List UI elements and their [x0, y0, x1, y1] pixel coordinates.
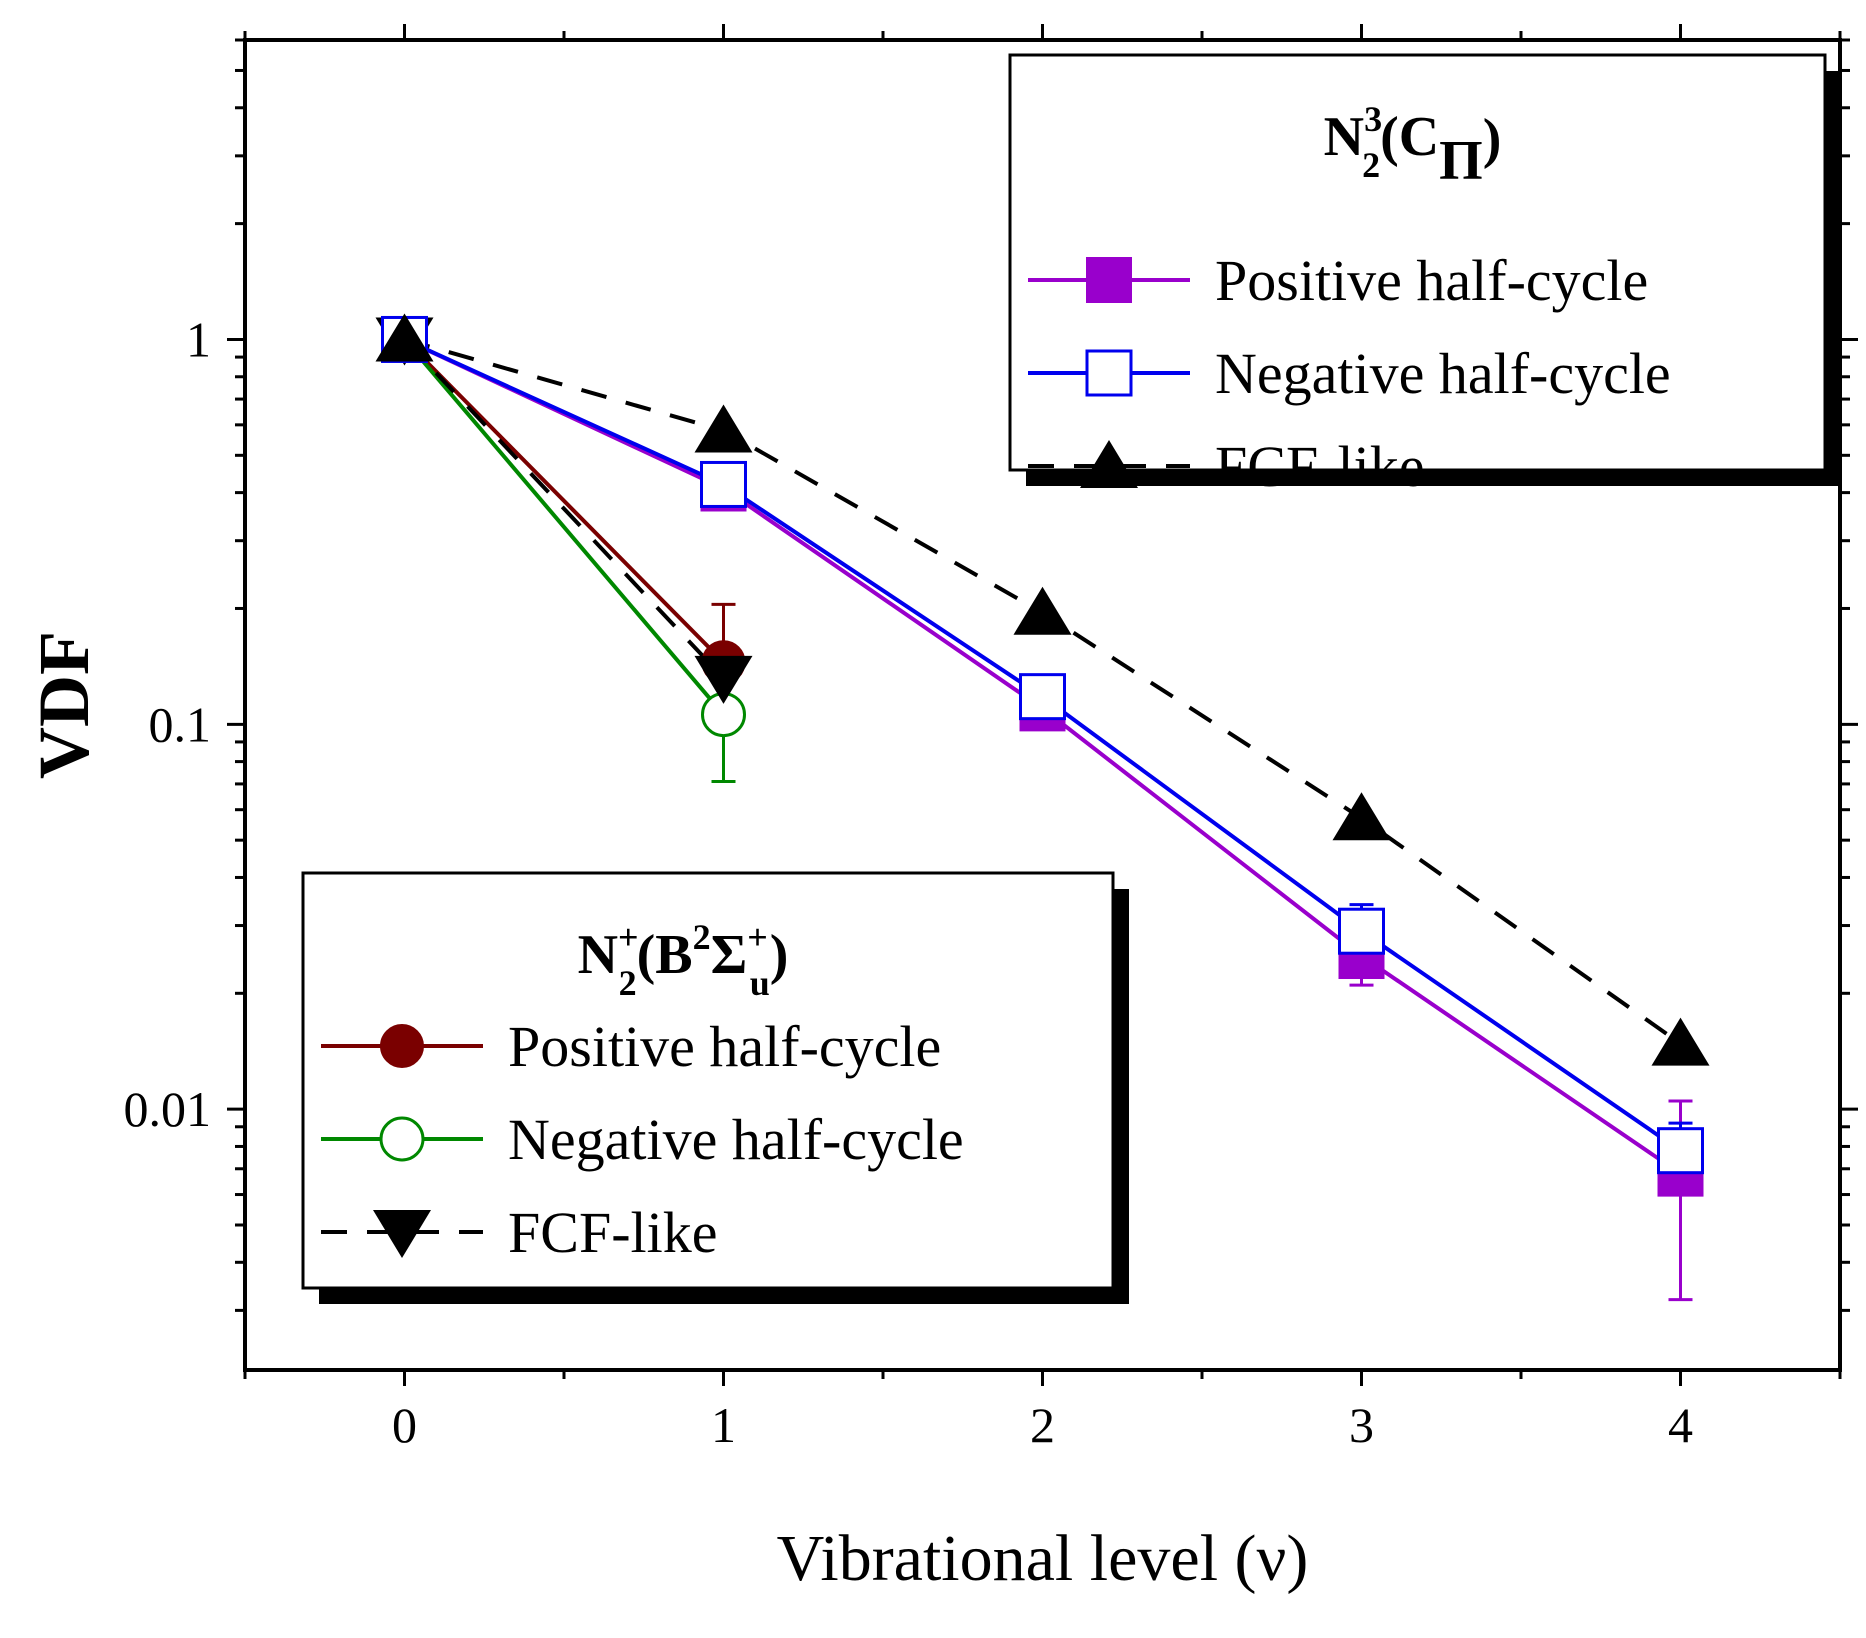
x-tick-label: 2: [1030, 1397, 1055, 1453]
series-line-b_neg: [402, 338, 726, 716]
data-point-c_neg: [700, 460, 747, 508]
axes: 0 1 2 3 4 1 0.1 0.01: [124, 24, 1858, 1453]
legend-entry-label: FCF-like: [508, 1200, 718, 1265]
legend-marker-b_fcf: [373, 1210, 431, 1258]
plot-area: [375, 313, 1710, 1302]
legend-marker-c_pos: [1086, 257, 1132, 303]
x-tick-label: 4: [1668, 1397, 1693, 1453]
data-point-b_fcf: [694, 655, 753, 704]
data-point-c_fcf: [694, 404, 753, 453]
series-b_pos: [403, 338, 736, 664]
legend-title: N+ 2(B2Σ+ u): [578, 917, 789, 1003]
legend-entry-label: Negative half-cycle: [1215, 341, 1671, 406]
x-tick-label: 0: [392, 1397, 417, 1453]
data-point-c_neg: [1019, 673, 1066, 721]
y-tick-label: 0.01: [124, 1081, 212, 1137]
legend-entry-label: Positive half-cycle: [1215, 248, 1648, 313]
data-point-c_fcf: [1651, 1017, 1710, 1066]
x-tick-label: 1: [711, 1397, 736, 1453]
data-point-c_fcf: [1013, 586, 1072, 635]
y-tick-label: 1: [186, 311, 211, 367]
series-line-b_pos: [403, 338, 725, 664]
data-point-c_fcf: [1332, 792, 1391, 841]
legend-marker-b_neg: [379, 1116, 425, 1162]
legend-box: [301, 871, 1115, 1290]
series-b_neg: [402, 338, 736, 784]
legend-marker-c_fcf: [1080, 440, 1138, 488]
data-point-c_neg: [1657, 1127, 1704, 1175]
legend-entry-label: FCF-like: [1215, 434, 1425, 499]
markers-c_fcf: [375, 313, 1710, 1066]
data-point-c_neg: [1338, 907, 1385, 955]
x-tick-label: 3: [1349, 1397, 1374, 1453]
legend-c-state: N3 2(CΠ) Positive half-cycle Negative half-…: [1008, 53, 1841, 499]
legend-title: N3 2(CΠ): [1324, 99, 1502, 192]
data-point-c_fcf: [375, 313, 434, 362]
x-axis-label: Vibrational level (ν): [777, 1522, 1309, 1595]
legend-entry-label: Positive half-cycle: [508, 1014, 941, 1079]
legend-entry-label: Negative half-cycle: [508, 1107, 964, 1172]
series-line-b_fcf: [403, 338, 725, 680]
legend-marker-c_neg: [1085, 349, 1133, 397]
y-axis-label: VDF: [24, 631, 104, 779]
legend-box: [1008, 53, 1827, 472]
y-tick-label: 0.1: [149, 696, 212, 752]
legend-b-state: N+ 2(B2Σ+ u) Positive half-cycle Negative ha…: [301, 871, 1129, 1304]
legend-marker-b_pos: [380, 1024, 424, 1068]
series-b_fcf: [403, 338, 725, 680]
